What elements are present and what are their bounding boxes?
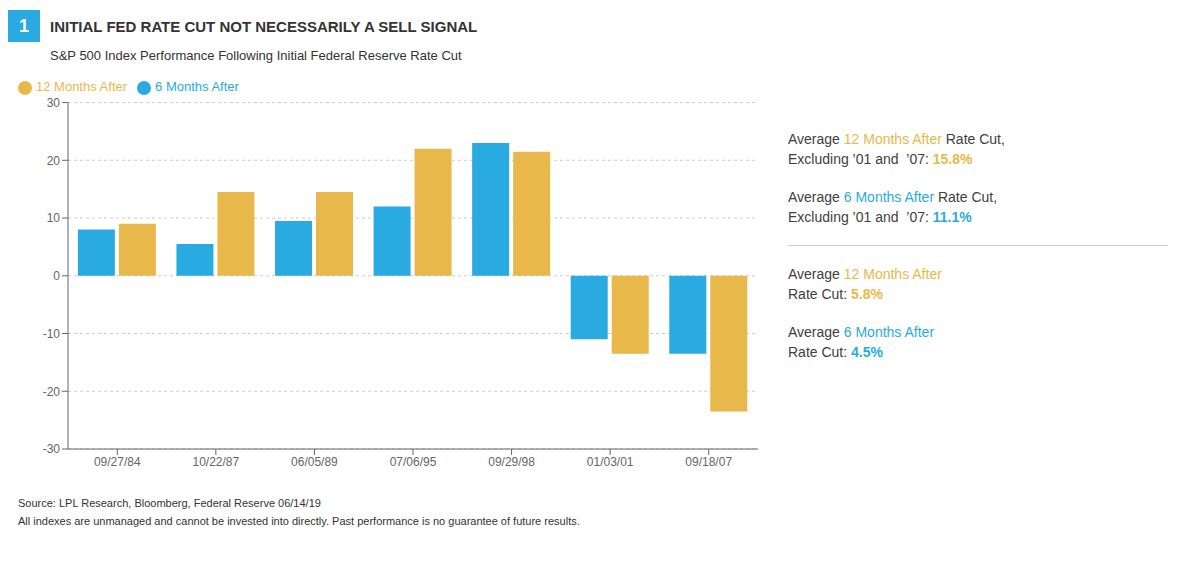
svg-text:-10: -10 bbox=[43, 327, 61, 341]
html-text:Excluding ’01 and ’07: 11.1%: Excluding ’01 and ’07: 11.1% bbox=[788, 209, 972, 225]
html-text:Rate Cut: 5.8%: Rate Cut: 5.8% bbox=[788, 286, 883, 302]
svg-text:0: 0 bbox=[53, 269, 60, 283]
svg-text:07/06/95: 07/06/95 bbox=[390, 455, 437, 469]
html-text:Average 6 Months After: Average 6 Months After bbox=[788, 324, 935, 340]
svg-text:20: 20 bbox=[47, 154, 61, 168]
html-text:All indexes are unmanaged and: All indexes are unmanaged and cannot be … bbox=[18, 515, 580, 527]
html-text:12 Months After: 12 Months After bbox=[36, 79, 128, 94]
html-text:Average 12 Months After Rate C: Average 12 Months After Rate Cut, bbox=[788, 131, 1005, 147]
svg-text:-20: -20 bbox=[43, 385, 61, 399]
html-text:Average 6 Months After Rate Cu: Average 6 Months After Rate Cut, bbox=[788, 189, 998, 205]
svg-text:10: 10 bbox=[47, 211, 61, 225]
svg-text:09/29/98: 09/29/98 bbox=[488, 455, 535, 469]
svg-text:10/22/87: 10/22/87 bbox=[192, 455, 239, 469]
svg-text:09/27/84: 09/27/84 bbox=[94, 455, 141, 469]
svg-text:30: 30 bbox=[47, 96, 61, 110]
html-text:6 Months After: 6 Months After bbox=[155, 79, 239, 94]
html-text:Rate Cut: 4.5%: Rate Cut: 4.5% bbox=[788, 344, 883, 360]
html-text:Average 12 Months After: Average 12 Months After bbox=[788, 266, 942, 282]
svg-text:01/03/01: 01/03/01 bbox=[587, 455, 634, 469]
html-text:INITIAL FED RATE CUT NOT NECES: INITIAL FED RATE CUT NOT NECESSARILY A S… bbox=[50, 17, 478, 35]
svg-text:09/18/07: 09/18/07 bbox=[685, 455, 732, 469]
html-text:1: 1 bbox=[19, 15, 29, 36]
svg-text:-30: -30 bbox=[43, 442, 61, 456]
html-text:Excluding ’01 and ’07: 15.8%: Excluding ’01 and ’07: 15.8% bbox=[788, 151, 973, 167]
html-text:Source: LPL Research, Bloomber: Source: LPL Research, Bloomberg, Federal… bbox=[18, 497, 321, 509]
svg-text:06/05/89: 06/05/89 bbox=[291, 455, 338, 469]
html-text:S&P 500 Index Performance Foll: S&P 500 Index Performance Following Init… bbox=[50, 48, 462, 63]
